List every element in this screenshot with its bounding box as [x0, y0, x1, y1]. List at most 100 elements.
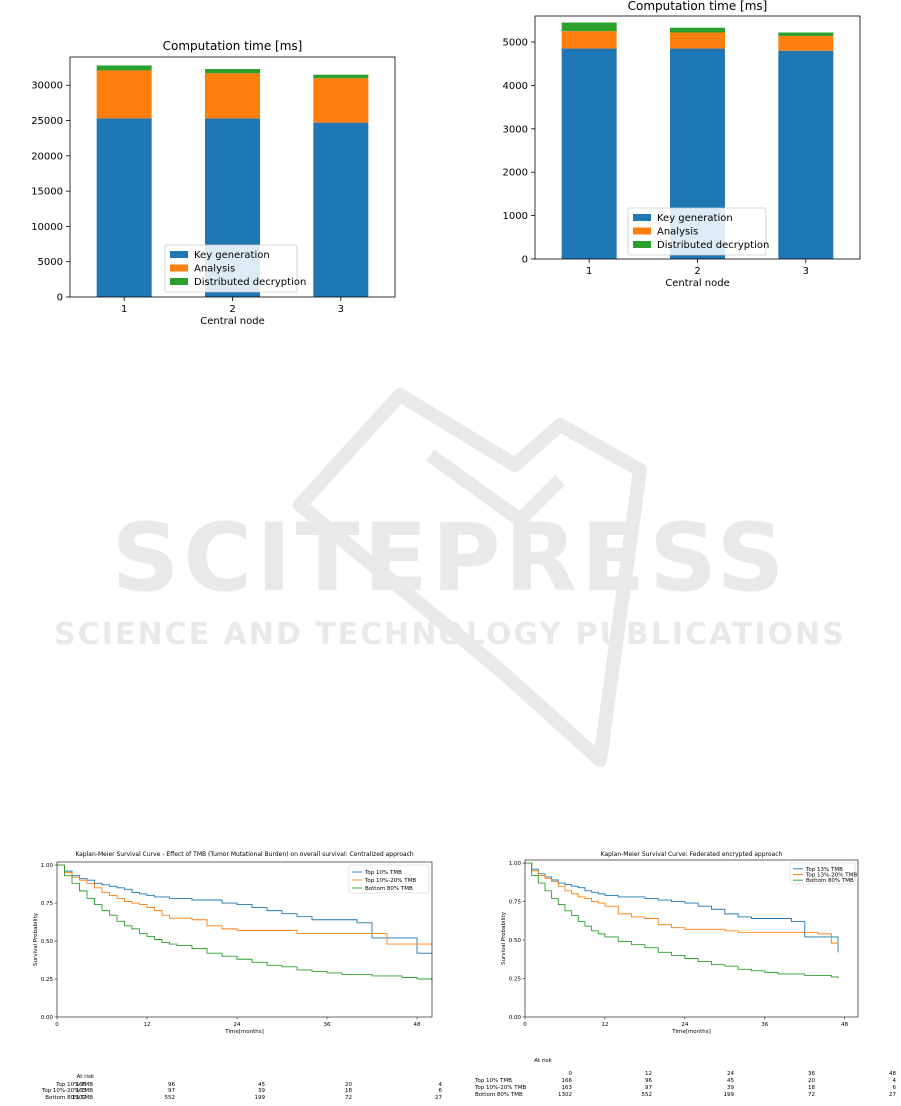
y-tick-label: 1.00 [41, 863, 54, 869]
y-tick-label: 5000 [38, 257, 63, 268]
risk-time-label: 36 [808, 1071, 815, 1077]
legend-box [164, 244, 298, 293]
watermark-subtitle: SCIENCE AND TECHNOLOGY PUBLICATIONS [54, 617, 846, 652]
risk-value: 163 [562, 1085, 573, 1091]
y-tick-label: 3000 [503, 124, 528, 135]
risk-row-label: Top 10% TMB [55, 1082, 93, 1088]
legend-entry: Top 13%-20% TMB [805, 873, 857, 879]
x-tick-label: 2 [229, 304, 235, 315]
bar-segment [778, 32, 834, 36]
survival-curve [57, 864, 432, 954]
survival-curve [525, 862, 839, 979]
risk-value: 4 [439, 1082, 443, 1088]
y-tick-label: 0.50 [41, 939, 54, 945]
bar-segment [96, 118, 152, 297]
risk-value: 1302 [558, 1092, 572, 1098]
y-tick-label: 30000 [31, 81, 63, 92]
y-tick-label: 0.75 [509, 900, 522, 906]
bar-segment [778, 35, 834, 51]
survival-curve [57, 864, 433, 981]
risk-heading: At risk [534, 1058, 552, 1064]
risk-value: 199 [724, 1092, 735, 1098]
risk-value: 97 [168, 1088, 175, 1094]
legend-box [627, 207, 767, 256]
legend-swatch [633, 214, 651, 221]
y-tick-label: 0.75 [41, 901, 54, 907]
risk-value: 552 [165, 1095, 176, 1101]
legend-entry: Key generation [657, 213, 733, 224]
axes-frame [524, 859, 859, 1018]
y-tick-label: 15000 [31, 187, 63, 198]
x-tick-label: 3 [338, 304, 344, 315]
bar-segment [96, 70, 152, 119]
y-tick-label: 1.00 [509, 861, 522, 867]
risk-time-label: 12 [645, 1071, 652, 1077]
bar-segment [670, 32, 725, 49]
risk-value: 6 [439, 1088, 443, 1094]
risk-value: 27 [435, 1095, 442, 1101]
x-tick-label: 36 [324, 1022, 331, 1028]
risk-value: 39 [258, 1088, 265, 1094]
y-tick-label: 0.00 [509, 1015, 522, 1021]
x-axis-label: Central node [200, 316, 265, 327]
bar-segment [670, 27, 725, 33]
risk-row-label: Top 10%-20% TMB [474, 1085, 526, 1091]
chart-km-left: Kaplan-Meier Survival Curve - Effect of … [33, 851, 433, 1035]
risk-value: 18 [345, 1088, 352, 1094]
x-tick-label: 3 [803, 266, 809, 277]
bar-segment [205, 73, 260, 119]
risk-row-label: Bottom 80% TMB [475, 1092, 523, 1098]
risk-value: 163 [76, 1088, 87, 1094]
survival-curve [525, 862, 839, 944]
x-tick-label: 24 [234, 1022, 241, 1028]
x-tick-label: 1 [121, 304, 127, 315]
x-tick-label: 48 [841, 1022, 848, 1028]
bar-segment [561, 48, 617, 259]
chart-bar-right: Computation time [ms] 0 1000 2000 3000 4000 50… [503, 0, 861, 289]
legend-box [789, 862, 856, 885]
risk-value: 72 [345, 1095, 352, 1101]
legend: Top 10% TMB Top 10%-20% TMB Bottom 80% TMB [348, 864, 430, 894]
bar-segment [205, 69, 260, 74]
x-tick-label: 12 [144, 1022, 151, 1028]
x-tick-label: 12 [601, 1022, 608, 1028]
bar-segment [313, 74, 369, 79]
watermark-title: SCITEPRESS [112, 504, 789, 613]
y-tick-label: 0.00 [41, 1015, 54, 1021]
chart-title: Kaplan-Meier Survival Curve: Federated e… [601, 851, 783, 858]
x-tick-label: 0 [523, 1022, 527, 1028]
legend: Key generation Analysis Distributed decryp… [627, 207, 769, 256]
watermark: SCITEPRESS SCIENCE AND TECHNOLOGY PUBLIC… [54, 388, 846, 767]
legend-entry: Top 13% TMB [805, 867, 843, 873]
bar-segment [561, 22, 617, 32]
watermark-logo [293, 388, 647, 767]
chart-title: Kaplan-Meier Survival Curve - Effect of … [75, 851, 414, 858]
legend-swatch [633, 241, 651, 248]
x-tick-label: 0 [55, 1022, 59, 1028]
risk-value: 552 [642, 1092, 653, 1098]
risk-heading: At risk [77, 1074, 95, 1080]
risk-value: 18 [808, 1085, 815, 1091]
risk-row-label: Bottom 80% TMB [45, 1095, 93, 1101]
legend-swatch [170, 251, 188, 258]
risk-time-label: 24 [727, 1071, 734, 1077]
risk-value: 27 [889, 1092, 896, 1098]
bar-segment [313, 122, 369, 297]
axes-frame [56, 861, 433, 1018]
x-axis-label: Time[months] [671, 1029, 710, 1035]
risk-value: 6 [893, 1085, 897, 1091]
bar-segment [96, 65, 152, 71]
x-tick-label: 48 [414, 1022, 421, 1028]
y-tick-label: 1000 [503, 211, 528, 222]
chart-km-right: Kaplan-Meier Survival Curve: Federated e… [501, 851, 859, 1035]
y-tick-label: 0.25 [509, 977, 522, 983]
risk-value: 39 [727, 1085, 734, 1091]
chart-title: Computation time [ms] [628, 0, 768, 13]
y-tick-label: 4000 [503, 81, 528, 92]
risk-value: 45 [258, 1082, 265, 1088]
x-axis-label: Time[months] [224, 1029, 263, 1035]
y-axis-label: Survival Probability [501, 911, 507, 965]
risk-value: 199 [255, 1095, 266, 1101]
y-tick-label: 0.50 [509, 938, 522, 944]
